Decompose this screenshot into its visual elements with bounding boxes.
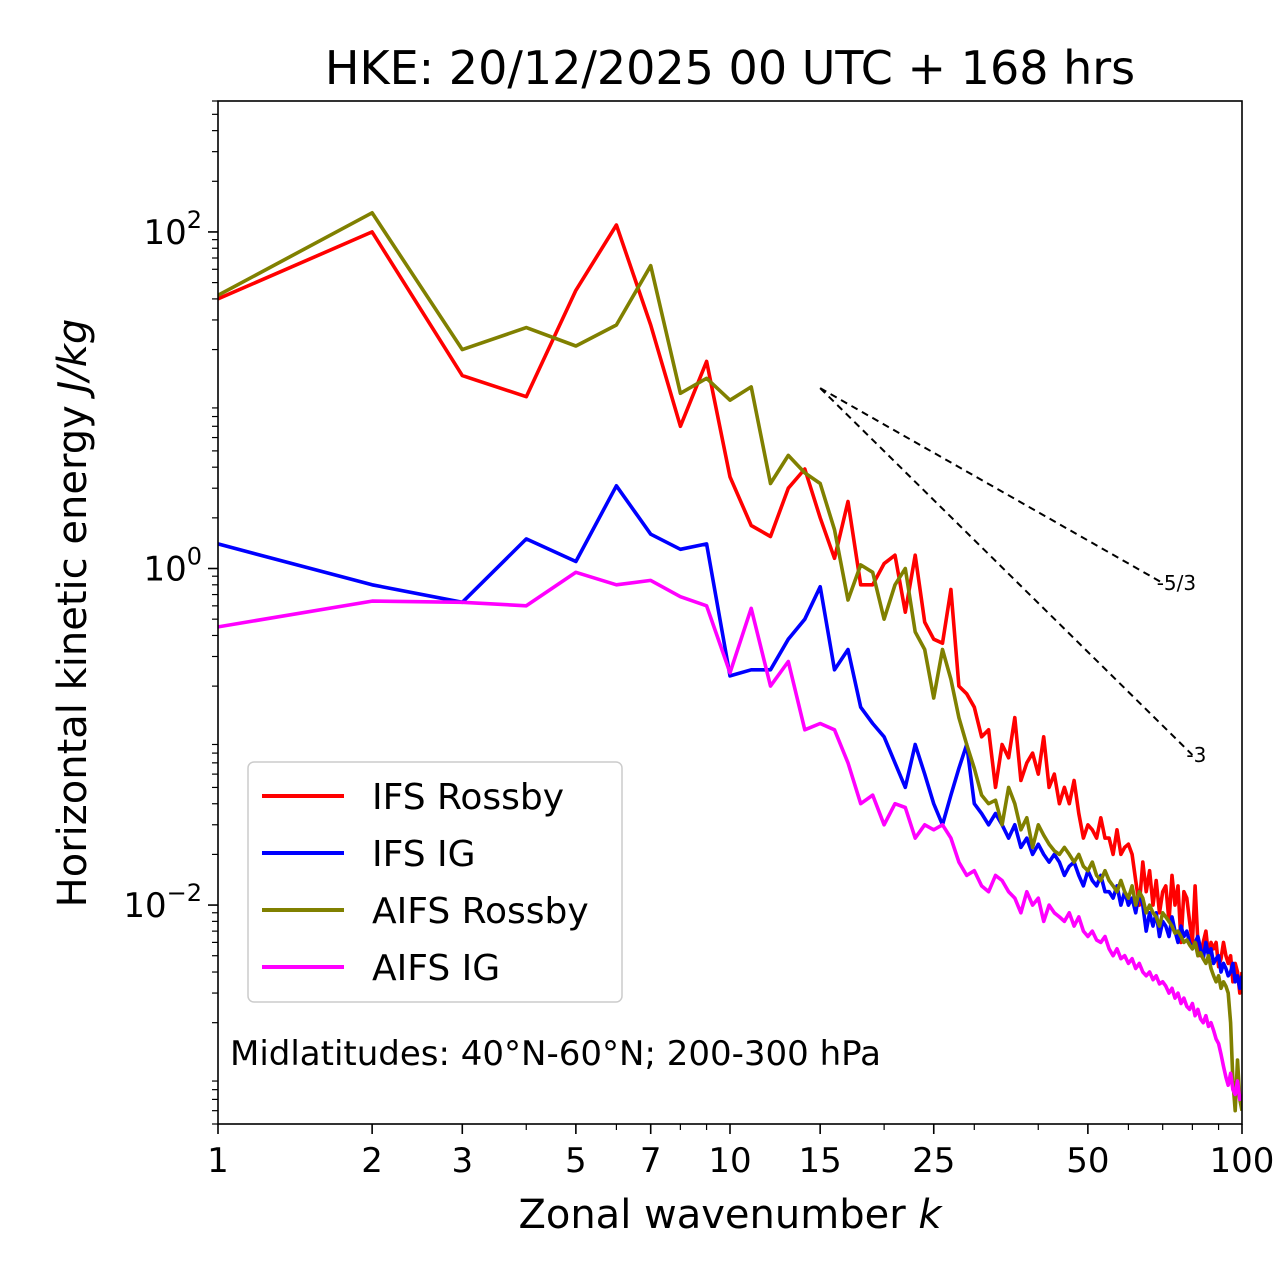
legend-label: IFS IG — [372, 834, 476, 875]
minor-ticks — [212, 100, 1220, 1130]
x-tick-label: 7 — [640, 1141, 662, 1181]
x-tick-label: 100 — [1210, 1141, 1275, 1181]
chart-title: HKE: 20/12/2025 00 UTC + 168 hrs — [325, 41, 1135, 95]
legend: IFS Rossby IFS IG AIFS Rossby AIFS IG — [247, 761, 623, 1003]
x-tick-label: 50 — [1066, 1141, 1109, 1181]
y-tick-label: 102 — [143, 206, 202, 253]
reference-slopes: -5/3 -3 — [819, 387, 1206, 767]
reference-slope-label: -3 — [1186, 743, 1206, 767]
y-tick-label: 100 — [143, 543, 202, 590]
legend-label: IFS Rossby — [372, 777, 564, 818]
y-axis-ticks: 102 100 10−2 — [123, 206, 218, 926]
y-tick-label: 10−2 — [123, 879, 202, 926]
reference-slope-line — [819, 387, 1194, 756]
x-tick-label: 2 — [361, 1141, 383, 1181]
reference-slope-label: -5/3 — [1157, 571, 1196, 595]
series-line-aifs-rossby — [218, 211, 1242, 1113]
x-axis-label: Zonal wavenumber k — [518, 1192, 943, 1238]
x-tick-label: 25 — [912, 1141, 955, 1181]
x-tick-label: 15 — [799, 1141, 842, 1181]
x-axis-ticks: 1 2 3 5 7 10 15 25 50 100 — [207, 1124, 1274, 1181]
reference-slope-line — [819, 387, 1164, 584]
x-tick-label: 10 — [708, 1141, 751, 1181]
x-tick-label: 5 — [565, 1141, 587, 1181]
y-axis-label: Horizontal kinetic energy J/kg — [50, 319, 96, 908]
x-tick-label: 3 — [451, 1141, 473, 1181]
series-lines — [218, 211, 1242, 1113]
region-annotation: Midlatitudes: 40°N-60°N; 200-300 hPa — [230, 1034, 881, 1074]
legend-label: AIFS IG — [372, 948, 500, 989]
legend-label: AIFS Rossby — [372, 891, 589, 932]
legend-box — [247, 761, 623, 1003]
series-line-aifs-ig — [218, 570, 1242, 1102]
x-tick-label: 1 — [207, 1141, 229, 1181]
legend-items: IFS Rossby IFS IG AIFS Rossby AIFS IG — [262, 777, 589, 989]
